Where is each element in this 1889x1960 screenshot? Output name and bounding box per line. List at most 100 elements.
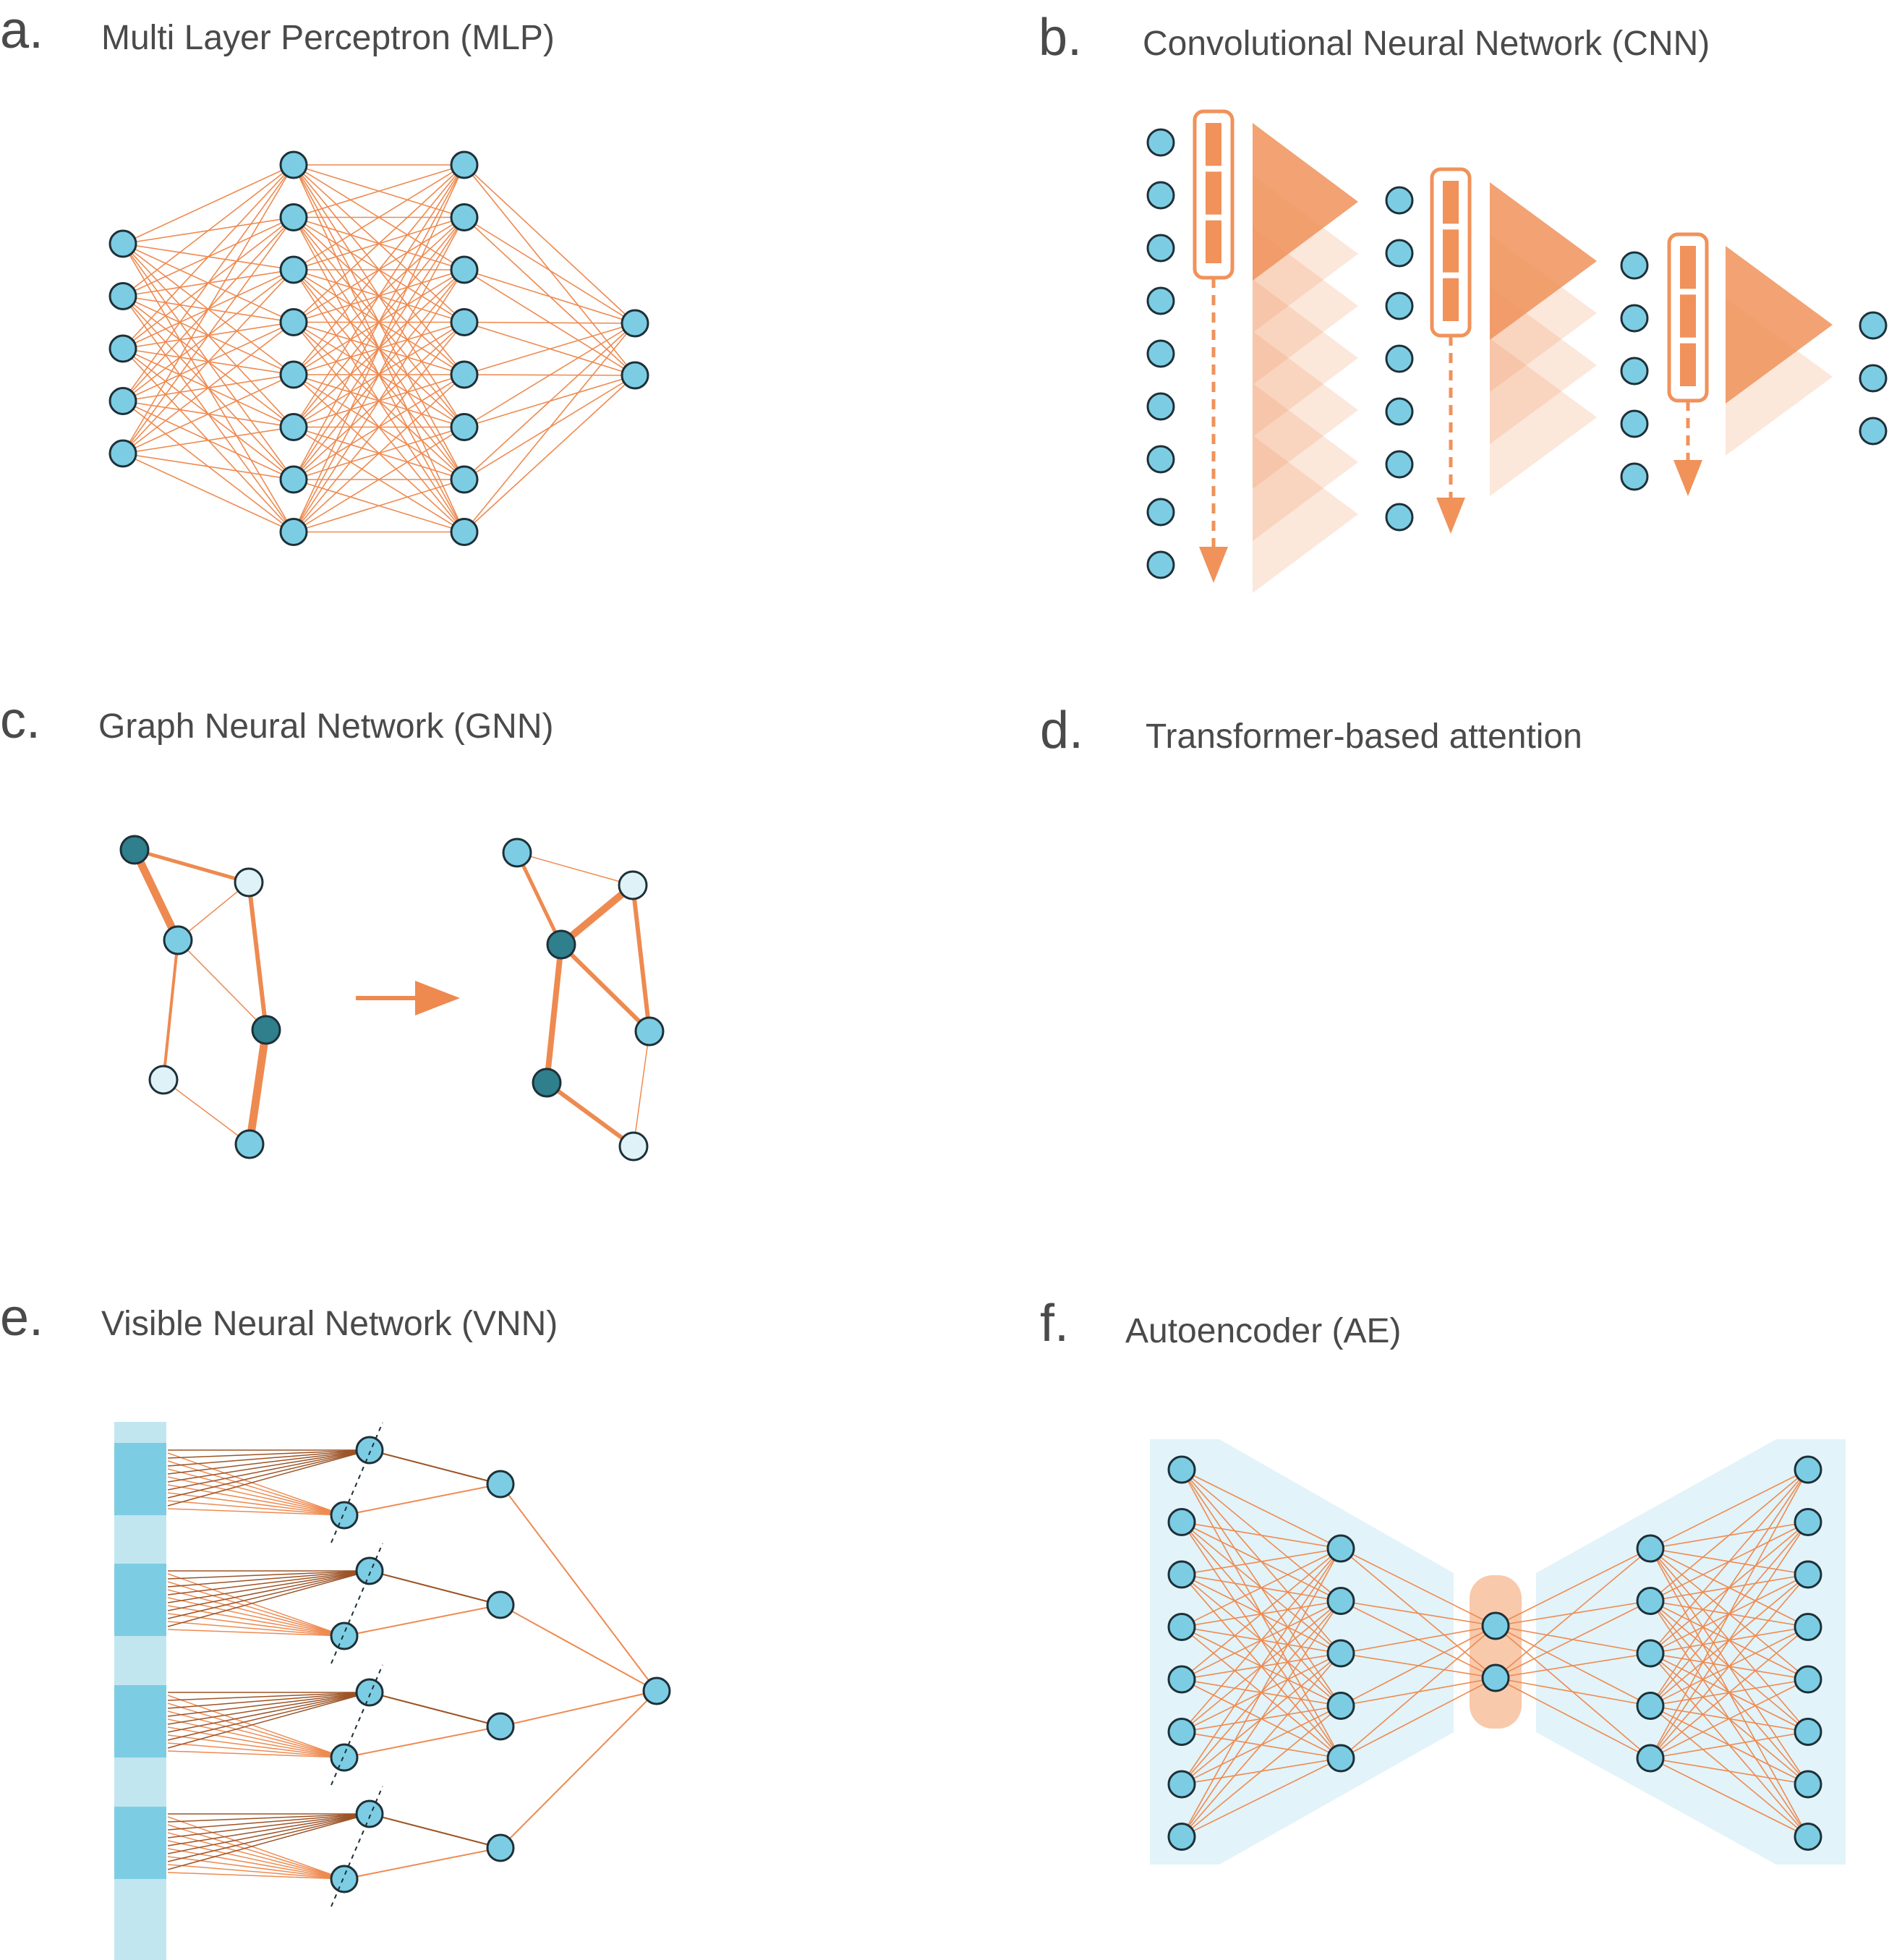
vnn-input-edge [167, 1856, 345, 1880]
ae-node [1167, 1455, 1196, 1484]
ae-node [1481, 1611, 1510, 1640]
cnn-node [1146, 445, 1175, 474]
mlp-edge [464, 323, 636, 533]
vnn-input-edge [167, 1813, 370, 1838]
ae-node [1167, 1665, 1196, 1694]
vnn-input-edge [167, 1581, 345, 1637]
cnn-diagram [1146, 109, 1888, 593]
cnn-pool-triangle [1253, 435, 1358, 593]
gnn-edge [177, 939, 267, 1031]
vnn-input-edge [167, 1449, 370, 1475]
gnn-edge [559, 942, 652, 1034]
cnn-node [1385, 239, 1414, 268]
cnn-node [1859, 417, 1888, 446]
vnn-input-edge [167, 1570, 370, 1627]
vnn-input-edge [167, 1476, 345, 1516]
mlp-edge [464, 216, 636, 324]
ae-edge [1340, 1548, 1496, 1627]
ae-node [1326, 1639, 1355, 1668]
vnn-edges [167, 1449, 657, 1880]
mlp-edge [122, 321, 294, 454]
gnn-node [163, 925, 193, 955]
mlp-edges [122, 164, 636, 533]
vnn-output-edge [500, 1483, 657, 1692]
ae-node [1326, 1534, 1355, 1563]
ae-node [1167, 1770, 1196, 1799]
gnn-node [119, 835, 150, 865]
mlp-node [279, 360, 308, 389]
ae-edge [1181, 1548, 1342, 1628]
vnn-gene-node [330, 1622, 359, 1650]
panel-a-letter: a. [0, 1, 43, 59]
dashed-arrow-down-icon [1199, 278, 1228, 583]
ae-edge [1495, 1548, 1651, 1627]
cnn-pool-triangle [1253, 279, 1358, 437]
vnn-bar-segment [114, 1443, 166, 1515]
vnn-input-edge [167, 1629, 345, 1637]
vnn-gene-node [355, 1556, 384, 1585]
vnn-input-edge [167, 1718, 345, 1758]
mlp-edge [293, 164, 465, 323]
vnn-diagram [114, 1422, 671, 1960]
panel-b-letter: b. [1039, 9, 1082, 67]
ae-edge [1650, 1469, 1809, 1759]
ae-bottleneck-shape [1470, 1575, 1522, 1729]
vnn-input-edge [167, 1468, 345, 1516]
mlp-edge [464, 269, 636, 324]
cnn-filter-cell [1680, 343, 1696, 386]
vnn-nodes [330, 1422, 671, 1907]
vnn-gene-node [330, 1501, 359, 1530]
vnn-input-edge [167, 1589, 345, 1637]
cnn-pool-triangle [1726, 246, 1833, 404]
vnn-input-edge [167, 1692, 370, 1717]
gnn-edge [544, 944, 564, 1083]
vnn-gene-node [330, 1743, 359, 1772]
ae-node [1794, 1613, 1822, 1641]
vnn-input-edge [167, 1726, 345, 1758]
ae-edge [1181, 1653, 1342, 1838]
vnn-pathway-node [486, 1470, 515, 1499]
cnn-node [1146, 550, 1175, 579]
mlp-edge [293, 164, 465, 480]
vnn-hidden-edge [344, 1483, 501, 1516]
vnn-input-edge [167, 1570, 370, 1580]
cnn-filter-cell [1206, 123, 1221, 166]
cnn-filter-cell [1206, 171, 1221, 215]
vnn-hidden-edge [369, 1692, 501, 1727]
mlp-edge [293, 479, 465, 533]
gnn-edges [131, 848, 652, 1149]
mlp-node [450, 308, 479, 336]
mlp-edge [293, 164, 465, 375]
mlp-edge [122, 164, 294, 454]
dashed-arrow-down-icon [1436, 336, 1465, 534]
ae-node [1636, 1534, 1665, 1563]
vnn-gene-node [330, 1865, 359, 1893]
ae-edge [1650, 1757, 1809, 1785]
vnn-input-edge [167, 1492, 345, 1516]
vnn-input-edge [167, 1449, 370, 1483]
vnn-output-edge [500, 1690, 657, 1849]
vnn-hidden-edge [369, 1449, 501, 1485]
ae-node [1167, 1560, 1196, 1589]
ae-edge [1340, 1677, 1496, 1759]
vnn-input-edge [167, 1597, 345, 1637]
mlp-node [108, 229, 137, 258]
vnn-input-edge [167, 1813, 370, 1846]
mlp-diagram [108, 150, 649, 546]
cnn-filter-cell [1443, 229, 1459, 273]
ae-node [1794, 1665, 1822, 1694]
ae-node [1636, 1744, 1665, 1773]
cnn-node [1385, 344, 1414, 373]
ae-node [1636, 1639, 1665, 1668]
mlp-edge [293, 164, 465, 270]
ae-edge [1181, 1469, 1342, 1549]
cnn-node [1146, 128, 1175, 157]
ae-edge [1495, 1677, 1651, 1759]
panel-a-header: a. Multi Layer Perceptron (MLP) [0, 1, 555, 59]
mlp-node [279, 308, 308, 336]
vnn-input-edge [167, 1570, 370, 1588]
mlp-edge [293, 164, 465, 218]
vnn-input-edge [167, 1613, 345, 1637]
ae-edge [1650, 1469, 1809, 1706]
vnn-input-edge [167, 1840, 345, 1880]
